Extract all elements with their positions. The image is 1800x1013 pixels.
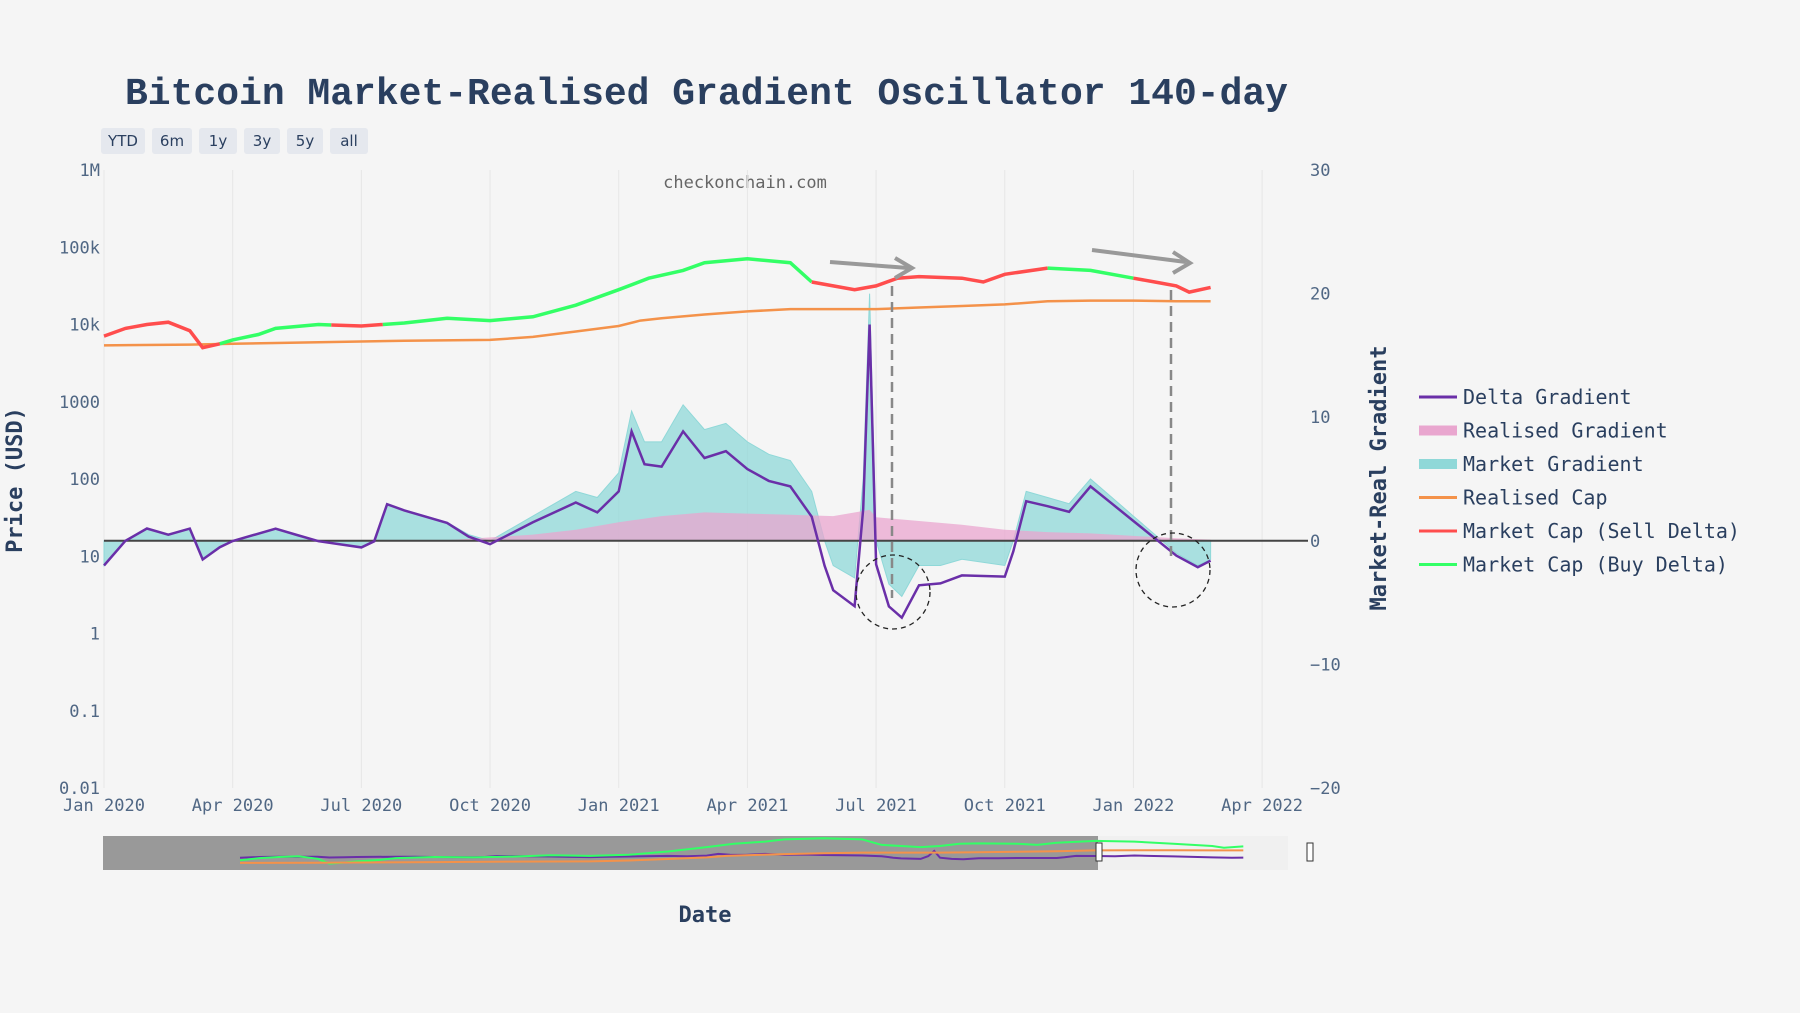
- x-axis-title: Date: [679, 903, 732, 928]
- legend-item: Delta Gradient: [1419, 385, 1632, 409]
- range-button-label: 6m: [160, 132, 184, 150]
- x-tick-label: Jan 2021: [578, 796, 660, 816]
- legend-label: Realised Cap: [1463, 486, 1608, 510]
- y-axis-ticks: 0.01 0.1 1 10 100 1000 10k 100k 1M: [59, 161, 100, 799]
- legend-item: Market Cap (Buy Delta): [1419, 553, 1728, 577]
- range-button-5y[interactable]: 5y: [287, 128, 323, 154]
- y2-axis-ticks: −20 −10 0 10 20 30: [1310, 161, 1341, 799]
- y2-axis-title: Market-Real Gradient: [1367, 346, 1392, 611]
- realised-cap-line: [103, 299, 1211, 347]
- range-button-bg: [244, 128, 280, 154]
- legend: Delta Gradient Realised Gradient Market Gr…: [1419, 385, 1740, 577]
- range-button-label: 3y: [253, 132, 272, 150]
- annotation-arrow-1: [829, 260, 909, 270]
- chart-title: Bitcoin Market-Realised Gradient Oscilla…: [125, 73, 1288, 116]
- y-tick-label: 1000: [59, 393, 100, 413]
- y-tick-label: 10: [80, 547, 100, 567]
- market-gradient-area: [103, 293, 1212, 598]
- legend-label: Market Cap (Sell Delta): [1463, 519, 1740, 543]
- market-cap-sell-segment: [1133, 276, 1211, 294]
- y2-tick-label: −20: [1310, 779, 1341, 799]
- x-tick-label: Jan 2020: [63, 796, 145, 816]
- market-cap-line: [103, 257, 1211, 350]
- annotation-arrow-head-1: [893, 256, 916, 280]
- range-button-ytd[interactable]: YTD: [101, 128, 145, 154]
- delta-gradient-line: [103, 324, 1212, 620]
- y-axis-title: Price (USD): [3, 407, 28, 553]
- x-tick-label: Jan 2022: [1092, 796, 1174, 816]
- market-cap-sell-segment: [103, 320, 221, 350]
- range-button-1y[interactable]: 1y: [199, 128, 237, 154]
- legend-label: Realised Gradient: [1463, 419, 1668, 443]
- legend-label: Delta Gradient: [1463, 385, 1632, 409]
- x-tick-label: Apr 2020: [192, 796, 274, 816]
- legend-item: Realised Gradient: [1419, 419, 1668, 443]
- annotation-arrow-head-2: [1171, 250, 1194, 275]
- annotations: [829, 248, 1211, 630]
- x-axis-ticks: Jan 2020 Apr 2020 Jul 2020 Oct 2020 Jan 2021…: [63, 796, 1303, 816]
- range-button-3y[interactable]: 3y: [244, 128, 280, 154]
- range-button-bg: [101, 128, 145, 154]
- range-button-label: 5y: [296, 132, 315, 150]
- annotation-arrow-2: [1091, 248, 1187, 264]
- legend-swatch: [1419, 459, 1457, 469]
- range-button-bg: [330, 128, 368, 154]
- y-tick-label: 100: [69, 470, 100, 490]
- range-selector: YTD 6m 1y 3y 5y all: [101, 128, 368, 154]
- legend-label: Market Cap (Buy Delta): [1463, 553, 1728, 577]
- market-cap-sell-segment: [331, 322, 383, 328]
- x-tick-label: Jul 2021: [835, 796, 917, 816]
- range-slider[interactable]: [103, 836, 1314, 870]
- x-tick-label: Oct 2020: [449, 796, 531, 816]
- annotation-circle-1: [855, 554, 931, 630]
- legend-label: Market Gradient: [1463, 452, 1644, 476]
- y2-tick-label: 10: [1310, 408, 1330, 428]
- range-button-label: YTD: [107, 132, 138, 150]
- annotation-circle-2: [1135, 532, 1211, 608]
- grid: [103, 170, 1263, 788]
- legend-item: Market Gradient: [1419, 452, 1644, 476]
- range-button-bg: [287, 128, 323, 154]
- range-button-bg: [152, 128, 192, 154]
- range-button-bg: [199, 128, 237, 154]
- x-tick-label: Oct 2021: [964, 796, 1046, 816]
- market-cap-buy-segment: [1047, 266, 1134, 280]
- y2-tick-label: 30: [1310, 161, 1330, 181]
- y2-tick-label: 0: [1310, 532, 1320, 552]
- range-button-all[interactable]: all: [330, 128, 368, 154]
- watermark: checkonchain.com: [663, 173, 827, 193]
- y2-tick-label: 20: [1310, 285, 1330, 305]
- legend-item: Realised Cap: [1419, 486, 1608, 510]
- y-tick-label: 1: [90, 625, 100, 645]
- market-cap-buy-segment: [382, 257, 813, 327]
- legend-item: Market Cap (Sell Delta): [1419, 519, 1740, 543]
- y-tick-label: 0.01: [59, 779, 100, 799]
- y2-tick-label: −10: [1310, 655, 1341, 675]
- x-tick-label: Jul 2020: [320, 796, 402, 816]
- range-button-label: 1y: [209, 132, 228, 150]
- range-slider-handle-right[interactable]: [1306, 842, 1314, 862]
- y-tick-label: 0.1: [69, 702, 100, 722]
- range-slider-handle-left[interactable]: [1095, 842, 1103, 862]
- plot-area: [103, 257, 1308, 620]
- range-button-label: all: [340, 132, 358, 150]
- x-tick-label: Apr 2021: [706, 796, 788, 816]
- x-tick-label: Apr 2022: [1221, 796, 1303, 816]
- y-tick-label: 100k: [59, 238, 100, 258]
- realised-gradient-area: [104, 509, 1211, 541]
- range-button-6m[interactable]: 6m: [152, 128, 192, 154]
- y-tick-label: 10k: [69, 316, 100, 336]
- y-tick-label: 1M: [80, 161, 100, 181]
- market-cap-sell-segment: [811, 266, 1048, 292]
- legend-swatch: [1419, 425, 1457, 436]
- market-cap-buy-segment: [219, 322, 332, 346]
